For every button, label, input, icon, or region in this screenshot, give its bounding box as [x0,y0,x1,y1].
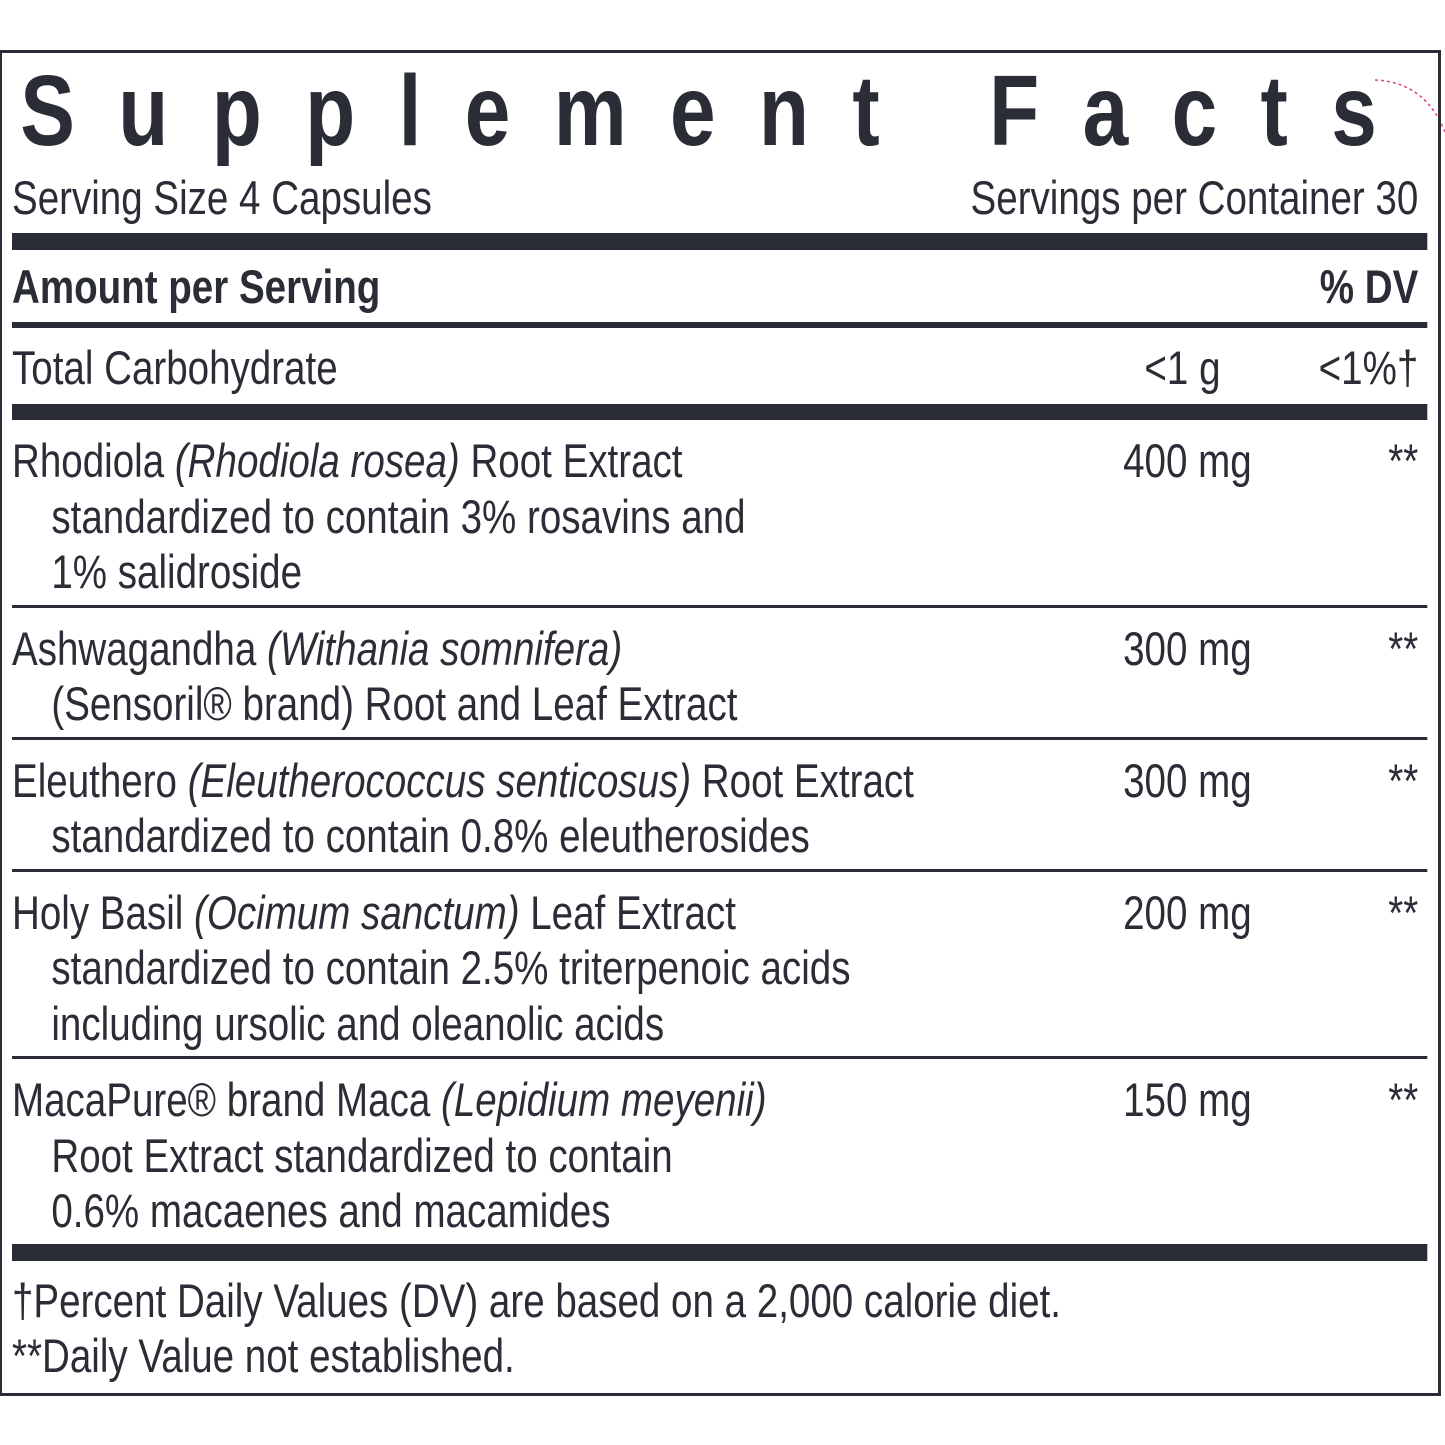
name-segment: Ashwagandha [12,621,257,675]
ingredient-row: Ashwagandha (Withania somnifera) (Sensori… [12,608,1428,740]
ingredient-detail: (Sensoril® brand) Root and Leaf Extract [51,677,738,730]
name-segment: Root Extract [470,434,683,487]
total-row: Total Carbohydrate <1 g <1%† [12,328,1427,404]
thick-rule [12,1243,1428,1261]
footnote: †Percent Daily Values (DV) are based on … [12,1273,1062,1327]
title: Supplement Facts [12,53,1427,170]
ingredient-row: Eleuthero (Eleutherococcus senticosus) R… [12,740,1428,872]
ingredient-detail: Root Extract standardized to contain [51,1128,673,1182]
ingredient-first-line: Rhodiola (Rhodiola rosea) Root Extract [12,433,1123,489]
ingredient-row: Holy Basil (Ocimum sanctum) Leaf Extract… [12,872,1428,1059]
serving-row: Serving Size 4 Capsules Servings per Con… [12,170,1427,226]
name-segment: Holy Basil [12,885,184,939]
ingredient-detail: including ursolic and oleanolic acids [51,996,665,1050]
ingredient-detail: standardized to contain 3% rosavins and [51,489,746,543]
footnotes: †Percent Daily Values (DV) are based on … [12,1261,1427,1384]
name-segment: (Eleutherococcus senticosus) [187,753,692,807]
ingredient-name: Ashwagandha (Withania somnifera) (Sensori… [12,621,1123,732]
ingredient-name: Rhodiola (Rhodiola rosea) Root Extract st… [12,433,1123,600]
name-segment: Rhodiola [12,434,165,487]
ingredient-list: Rhodiola (Rhodiola rosea) Root Extract st… [12,420,1428,1244]
ingredient-name: Holy Basil (Ocimum sanctum) Leaf Extract… [12,885,1123,1052]
ingredient-first-line: MacaPure® brand Maca (Lepidium meyenii) [12,1072,1123,1128]
thick-rule [12,233,1428,250]
ingredient-dv: ** [1388,753,1419,807]
name-segment: (Ocimum sanctum) [194,885,520,939]
ingredient-amount: 300 mg [1123,621,1252,675]
ingredient-row: MacaPure® brand Maca (Lepidium meyenii) R… [12,1059,1427,1244]
header-row: Amount per Serving % DV [12,250,1428,328]
ingredient-dv: ** [1388,885,1419,939]
ingredient-amount: 200 mg [1123,885,1252,939]
thick-rule [12,404,1428,420]
ingredient-detail: 1% salidroside [51,545,303,598]
title-text: Supplement Facts [20,55,1421,167]
serving-size: Serving Size 4 Capsules [12,171,432,224]
footnote: **Daily Value not established. [12,1329,515,1382]
name-segment: (Rhodiola rosea) [174,434,460,487]
ingredient-name: MacaPure® brand Maca (Lepidium meyenii) R… [12,1072,1123,1239]
ingredient-row: Rhodiola (Rhodiola rosea) Root Extract st… [12,420,1428,608]
ingredient-amount: 300 mg [1123,753,1252,807]
servings-per-container: Servings per Container 30 [970,171,1419,224]
ingredient-name: Eleuthero (Eleutherococcus senticosus) R… [12,753,1123,864]
name-segment: Leaf Extract [530,885,736,939]
facts-panel: Supplement Facts Serving Size 4 Capsules… [0,50,1441,1396]
ingredient-first-line: Holy Basil (Ocimum sanctum) Leaf Extract [12,885,1123,941]
ingredient-amount: 150 mg [1123,1073,1252,1126]
ingredient-first-line: Ashwagandha (Withania somnifera) [12,621,1123,677]
row-amount: <1 g [1144,341,1221,394]
ingredient-dv: ** [1388,434,1419,487]
name-segment: (Withania somnifera) [266,621,623,675]
header-dv: % DV [1319,260,1419,313]
ingredient-detail: standardized to contain 2.5% triterpenoi… [51,941,851,994]
ingredient-detail: 0.6% macaenes and macamides [51,1184,611,1237]
ingredient-first-line: Eleuthero (Eleutherococcus senticosus) R… [12,753,1123,809]
row-name: Total Carbohydrate [12,341,338,394]
ingredient-dv: ** [1388,1073,1419,1126]
ingredient-dv: ** [1388,621,1419,675]
row-dv: <1%† [1318,341,1419,394]
facts-content: Supplement Facts Serving Size 4 Capsules… [12,53,1428,1384]
name-segment: (Lepidium meyenii) [440,1073,767,1126]
name-segment: Root Extract [701,753,914,807]
name-segment: MacaPure® brand Maca [12,1073,431,1126]
ingredient-detail: standardized to contain 0.8% eleutherosi… [51,809,810,862]
header-amount: Amount per Serving [12,260,381,313]
ingredient-amount: 400 mg [1123,434,1252,487]
name-segment: Eleuthero [12,753,177,807]
